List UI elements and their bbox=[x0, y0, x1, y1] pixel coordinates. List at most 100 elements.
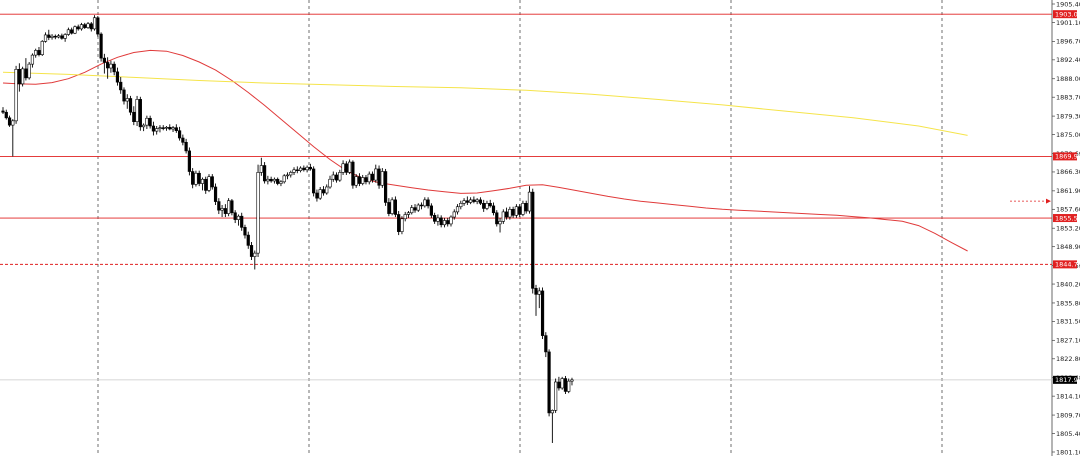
candle bbox=[194, 170, 198, 187]
candle-body bbox=[155, 128, 159, 132]
candle bbox=[223, 204, 227, 218]
tick-label: 1835.80 bbox=[1056, 299, 1080, 307]
candle bbox=[439, 215, 443, 228]
candle bbox=[354, 174, 358, 188]
candle-body bbox=[210, 176, 214, 188]
candle bbox=[217, 198, 221, 215]
candle bbox=[200, 177, 205, 191]
candle-body bbox=[73, 26, 77, 34]
candle-body bbox=[89, 23, 93, 30]
candle bbox=[79, 22, 84, 31]
candle-body bbox=[76, 26, 80, 30]
candle bbox=[292, 167, 296, 175]
candle-body bbox=[426, 199, 430, 207]
candle-body bbox=[83, 24, 87, 28]
candle-body bbox=[40, 41, 44, 55]
candle-body bbox=[148, 117, 152, 127]
candle bbox=[393, 196, 398, 218]
candle bbox=[361, 174, 365, 186]
candle bbox=[403, 211, 407, 222]
candle bbox=[455, 204, 460, 215]
candle-body bbox=[514, 206, 518, 216]
candle-body bbox=[207, 176, 211, 191]
candle-body bbox=[253, 252, 257, 257]
candle bbox=[161, 125, 165, 131]
candle bbox=[50, 34, 54, 40]
candle-body bbox=[197, 172, 201, 184]
candle bbox=[305, 165, 309, 173]
candle bbox=[282, 174, 286, 184]
candle-body bbox=[99, 33, 103, 59]
candle-body bbox=[7, 117, 12, 126]
candle-body bbox=[338, 172, 342, 181]
candle-body bbox=[383, 171, 388, 203]
candle bbox=[433, 212, 437, 224]
level-price-box bbox=[1053, 260, 1077, 269]
candle bbox=[53, 34, 57, 40]
candle-body bbox=[390, 199, 394, 214]
candle bbox=[122, 87, 126, 105]
candle bbox=[135, 95, 139, 126]
candle bbox=[534, 284, 538, 316]
candle-body bbox=[63, 34, 67, 39]
candle-body bbox=[168, 126, 172, 130]
candle-body bbox=[550, 410, 554, 414]
candle bbox=[181, 134, 185, 146]
candle bbox=[452, 209, 456, 220]
candle bbox=[475, 198, 479, 205]
candle-body bbox=[125, 98, 129, 102]
candle bbox=[367, 171, 371, 185]
candle bbox=[462, 198, 466, 206]
candle-body bbox=[446, 220, 450, 225]
candle-body bbox=[102, 57, 106, 63]
tick-label: 1853.20 bbox=[1056, 225, 1080, 233]
tick-label: 1809.70 bbox=[1056, 411, 1080, 419]
candle-body bbox=[230, 200, 234, 214]
candle-body bbox=[518, 206, 522, 215]
candle bbox=[60, 33, 64, 40]
candle bbox=[289, 170, 293, 178]
candle-body bbox=[354, 176, 358, 186]
candle bbox=[357, 173, 362, 187]
candle bbox=[213, 183, 218, 206]
candle bbox=[351, 160, 355, 189]
candle-body bbox=[220, 208, 224, 211]
candle-body bbox=[243, 227, 247, 236]
price-axis: 1905.40 1901.10 1896.70 1892.40 1888.00 1883.… bbox=[1052, 0, 1080, 456]
candle bbox=[387, 198, 391, 217]
candle bbox=[197, 170, 201, 187]
candle bbox=[295, 166, 299, 174]
candle-body bbox=[374, 168, 378, 181]
candle-body bbox=[96, 17, 100, 35]
candle-body bbox=[289, 172, 293, 176]
candle bbox=[554, 378, 558, 413]
moving-average-lines bbox=[2, 49, 968, 252]
candle bbox=[560, 376, 564, 390]
candle-body bbox=[37, 50, 41, 55]
candle-body bbox=[60, 35, 64, 39]
candle-body bbox=[488, 203, 492, 207]
candle-body bbox=[217, 201, 221, 211]
candle-body bbox=[204, 178, 208, 191]
candle bbox=[83, 22, 87, 29]
candle-body bbox=[475, 199, 479, 202]
candle bbox=[73, 25, 77, 35]
candle bbox=[92, 15, 97, 31]
candle bbox=[298, 166, 303, 173]
candle-body bbox=[4, 111, 8, 119]
candle-body bbox=[27, 63, 31, 79]
candle bbox=[504, 207, 509, 220]
candle-body bbox=[321, 189, 326, 194]
candle-body bbox=[498, 221, 502, 225]
candle-body bbox=[524, 203, 528, 212]
candle bbox=[56, 34, 61, 39]
candle-body bbox=[331, 174, 335, 180]
candle bbox=[449, 215, 453, 227]
candle-body bbox=[504, 211, 509, 218]
tick-label: 1901.10 bbox=[1056, 19, 1080, 27]
candle bbox=[279, 180, 283, 187]
candle bbox=[321, 186, 326, 196]
candle-body bbox=[132, 111, 136, 122]
candle bbox=[550, 409, 554, 443]
